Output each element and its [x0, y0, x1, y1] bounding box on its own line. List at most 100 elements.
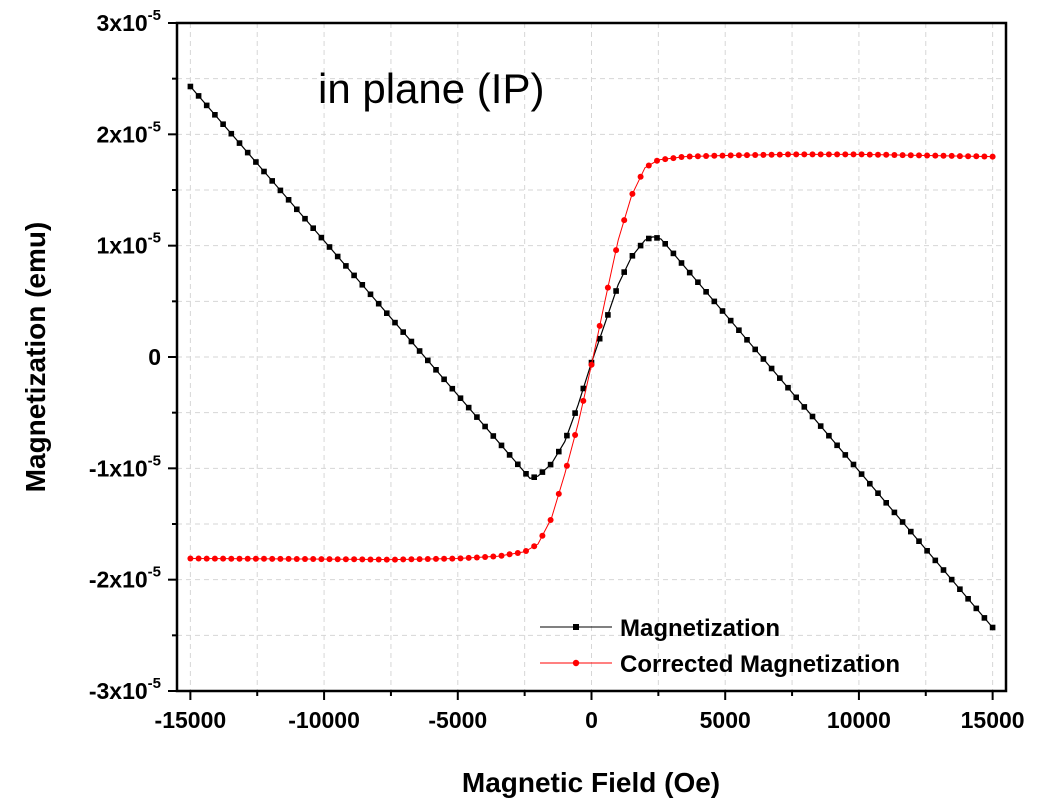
data-point — [220, 555, 227, 562]
series-corrected-magnetization — [187, 151, 996, 563]
data-point — [801, 151, 808, 158]
data-point — [441, 376, 447, 383]
data-point — [908, 528, 914, 535]
data-point — [776, 151, 783, 158]
data-point — [613, 247, 620, 254]
data-point — [228, 555, 235, 562]
data-point — [383, 556, 390, 563]
data-point — [236, 140, 243, 146]
x-tick-label: 5000 — [700, 707, 751, 733]
data-point — [465, 404, 472, 411]
data-point — [580, 385, 587, 392]
data-point — [834, 151, 841, 158]
data-point — [498, 442, 505, 449]
data-point — [343, 263, 349, 269]
data-point — [809, 151, 816, 158]
data-point — [760, 151, 767, 158]
data-point — [285, 197, 292, 203]
data-point — [932, 152, 939, 159]
data-point — [424, 556, 431, 562]
data-point — [449, 385, 456, 392]
data-point — [302, 556, 308, 562]
data-point — [425, 357, 431, 364]
data-point — [449, 555, 456, 562]
data-point — [326, 556, 333, 563]
data-point — [858, 151, 865, 158]
y-tick-label: -2x10-5 — [89, 564, 161, 593]
data-point — [719, 152, 726, 159]
data-point — [515, 461, 521, 468]
data-point — [621, 217, 628, 224]
data-point — [269, 178, 275, 184]
data-point — [891, 152, 898, 158]
data-point — [195, 93, 202, 99]
legend-label-corrected: Corrected Magnetization — [620, 651, 900, 678]
data-point — [744, 152, 750, 159]
data-point — [654, 157, 660, 164]
data-point — [252, 555, 259, 562]
data-point — [768, 151, 775, 158]
legend: Magnetization Corrected Magnetization — [540, 615, 900, 678]
data-point — [752, 152, 759, 158]
data-point — [858, 471, 865, 477]
data-point — [940, 152, 947, 159]
data-point — [752, 346, 758, 353]
x-tick-label: 10000 — [827, 707, 891, 733]
data-point — [294, 206, 300, 213]
data-point — [326, 244, 333, 250]
legend-label-magnetization: Magnetization — [620, 615, 780, 642]
data-point — [547, 517, 554, 523]
data-point — [556, 448, 562, 455]
data-point — [973, 153, 980, 160]
data-point — [801, 404, 808, 410]
data-point — [572, 410, 578, 416]
data-point — [572, 432, 579, 438]
data-point — [956, 153, 963, 160]
data-point — [850, 151, 857, 158]
data-point — [842, 151, 849, 158]
data-point — [367, 556, 374, 563]
data-point — [629, 253, 636, 259]
data-point — [539, 532, 546, 539]
data-point — [482, 423, 488, 430]
data-point — [285, 555, 292, 562]
y-tick-label: 1x10-5 — [96, 230, 161, 259]
data-point — [989, 624, 996, 631]
data-point — [220, 121, 226, 127]
data-point — [457, 395, 464, 401]
data-point — [277, 555, 284, 562]
data-point — [416, 348, 423, 354]
data-point — [736, 327, 742, 333]
data-point — [384, 310, 390, 316]
data-point — [703, 289, 709, 295]
data-point — [334, 253, 341, 260]
data-point — [899, 519, 906, 525]
data-point — [457, 555, 464, 562]
data-point — [244, 149, 251, 156]
data-point — [359, 282, 366, 288]
data-point — [883, 151, 890, 158]
data-point — [580, 397, 587, 404]
y-tick-label: 2x10-5 — [96, 118, 161, 147]
data-point — [195, 555, 202, 562]
data-point — [400, 556, 407, 563]
data-point — [211, 555, 218, 562]
data-point — [916, 538, 922, 544]
legend-marker-magnetization — [573, 624, 579, 630]
data-point — [981, 615, 988, 621]
data-point — [817, 151, 824, 158]
legend-marker-corrected — [572, 659, 580, 667]
data-point — [744, 337, 750, 343]
data-point — [686, 153, 693, 160]
data-point — [261, 168, 267, 175]
data-point — [514, 550, 521, 556]
data-point — [809, 413, 816, 420]
data-point — [473, 554, 480, 561]
data-point — [973, 605, 980, 612]
data-point — [883, 500, 889, 506]
data-point — [465, 554, 472, 561]
data-point — [277, 187, 284, 194]
data-point — [474, 414, 480, 420]
data-point — [629, 190, 636, 197]
